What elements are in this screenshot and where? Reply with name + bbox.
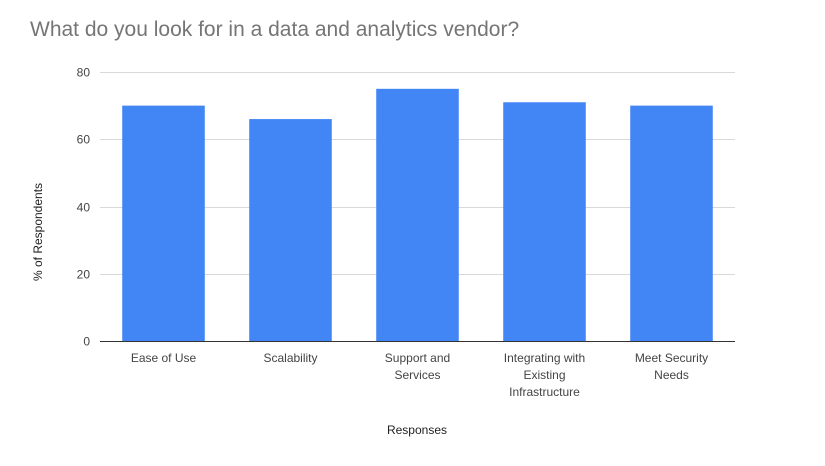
bar[interactable]	[503, 102, 586, 341]
x-tick-label: Integrating with Existing Infrastructure	[504, 351, 585, 399]
bar[interactable]	[376, 88, 459, 341]
y-tick-label: 20	[77, 268, 91, 282]
chart-title: What do you look for in a data and analy…	[30, 18, 520, 41]
x-tick-label: Scalability	[263, 351, 317, 365]
x-tick-label-line: Needs	[654, 368, 689, 382]
y-tick-label: 80	[77, 66, 91, 80]
bar[interactable]	[249, 119, 332, 341]
y-tick-label: 0	[83, 335, 90, 349]
bar[interactable]	[122, 105, 205, 341]
x-tick-label-line: Support and	[385, 351, 450, 365]
x-tick-label-line: Ease of Use	[131, 351, 197, 365]
bar[interactable]	[630, 105, 713, 341]
y-tick-label: 40	[77, 201, 91, 215]
y-axis-title: % of Respondents	[31, 183, 45, 281]
x-tick-label-line: Existing	[523, 368, 565, 382]
x-tick-label-line: Scalability	[263, 351, 317, 365]
x-tick-label-line: Services	[394, 368, 440, 382]
x-tick-label-line: Infrastructure	[509, 385, 580, 399]
x-tick-label: Meet Security Needs	[635, 351, 708, 382]
x-axis-title: Responses	[387, 423, 447, 437]
y-tick-label: 60	[77, 133, 91, 147]
x-tick-label-line: Integrating with	[504, 351, 585, 365]
x-tick-label: Ease of Use	[131, 351, 197, 365]
x-tick-label: Support and Services	[385, 351, 450, 382]
x-tick-label-line: Meet Security	[635, 351, 708, 365]
